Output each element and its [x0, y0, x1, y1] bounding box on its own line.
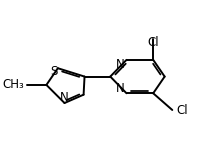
Text: Cl: Cl [147, 36, 159, 49]
Text: Cl: Cl [176, 104, 188, 117]
Text: N: N [116, 59, 125, 71]
Text: N: N [116, 82, 125, 95]
Text: N: N [60, 91, 69, 104]
Text: S: S [50, 65, 58, 78]
Text: CH₃: CH₃ [3, 78, 25, 91]
